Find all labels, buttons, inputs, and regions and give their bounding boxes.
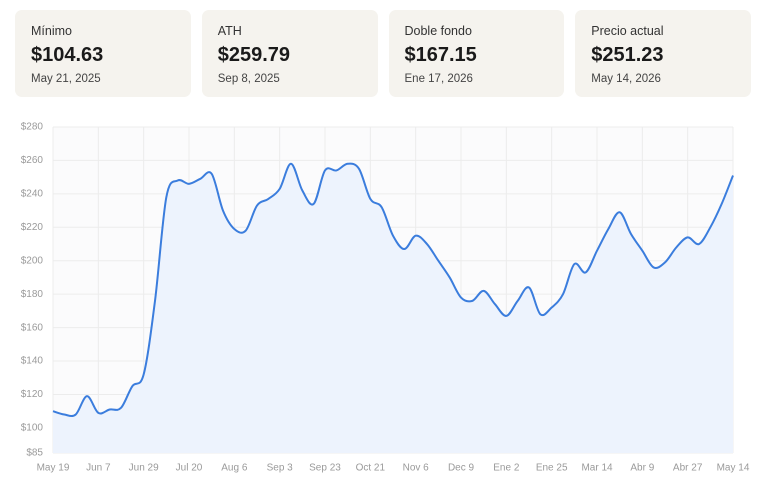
x-tick-label: Dec 9	[448, 463, 475, 474]
stat-cards: Mínimo $104.63 May 21, 2025 ATH $259.79 Sep …	[15, 10, 751, 97]
x-tick-label: Sep 23	[309, 463, 341, 474]
x-tick-label: Aug 6	[221, 463, 248, 474]
card-value: $167.15	[404, 44, 477, 66]
y-tick-label: $140	[21, 356, 44, 367]
y-tick-label: $220	[21, 222, 44, 233]
card-value: $259.79	[217, 44, 291, 66]
x-tick-label: Nov 6	[403, 463, 430, 474]
y-tick-label: $100	[21, 423, 44, 434]
y-tick-label: $160	[21, 322, 44, 333]
x-tick-label: Oct 21	[356, 463, 386, 474]
area-fill	[53, 163, 733, 454]
y-tick-label: $85	[26, 448, 43, 459]
card-value: $104.63	[31, 44, 104, 66]
x-tick-label: Jun 7	[86, 463, 111, 474]
x-tick-label: Sep 3	[267, 463, 294, 474]
x-tick-label: Jun 29	[129, 463, 159, 474]
x-tick-label: Abr 27	[673, 463, 703, 474]
stat-card: Doble fondo $167.15 Ene 17, 2026	[388, 10, 565, 97]
x-tick-label: Ene 25	[536, 463, 568, 474]
card-label: Precio actual	[591, 24, 664, 38]
y-tick-label: $200	[21, 255, 44, 266]
x-tick-label: May 19	[37, 463, 70, 474]
y-tick-label: $280	[21, 122, 44, 133]
card-label: ATH	[217, 24, 242, 38]
x-tick-label: Mar 14	[581, 463, 613, 474]
x-tick-label: Abr 9	[630, 463, 654, 474]
y-tick-label: $180	[21, 289, 44, 300]
price-line	[52, 162, 734, 418]
card-date: May 21, 2025	[31, 73, 101, 85]
card-date: Ene 17, 2026	[404, 73, 473, 85]
stat-card: Mínimo $104.63 May 21, 2025	[15, 10, 191, 97]
x-tick-label: May 14	[717, 463, 750, 474]
stat-card: Precio actual $251.23 May 14, 2026	[575, 10, 751, 97]
x-tick-label: Jul 20	[176, 463, 203, 474]
y-tick-label: $240	[21, 189, 44, 200]
card-label: Doble fondo	[404, 24, 472, 38]
card-label: Mínimo	[31, 24, 72, 38]
card-date: Sep 8, 2025	[217, 73, 280, 85]
stat-card: ATH $259.79 Sep 8, 2025	[201, 10, 378, 97]
card-value: $251.23	[591, 44, 664, 66]
x-tick-label: Ene 2	[493, 463, 520, 474]
y-tick-label: $120	[21, 389, 44, 400]
y-tick-label: $260	[21, 155, 44, 166]
card-date: May 14, 2026	[591, 73, 661, 85]
